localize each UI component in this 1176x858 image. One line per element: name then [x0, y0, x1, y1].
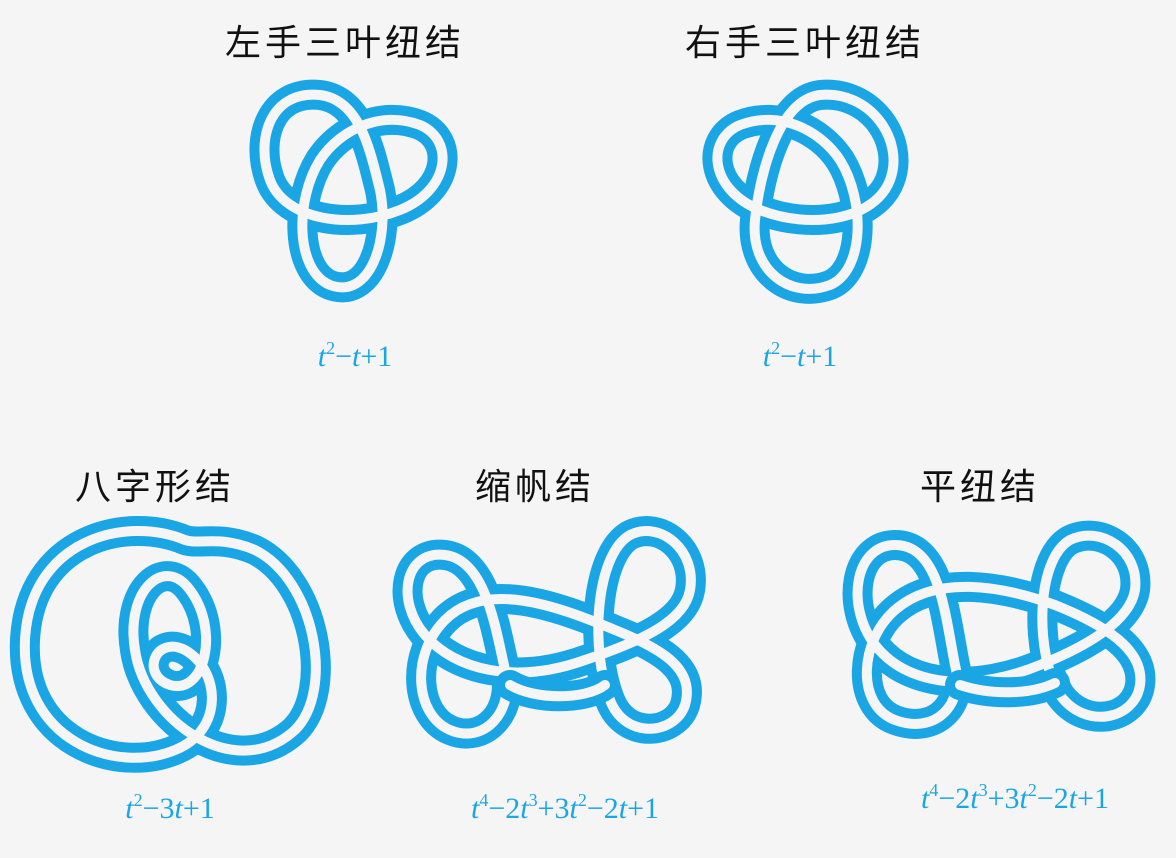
knot-title-square: 平纽结 — [919, 467, 1040, 508]
coefficient: +1 — [360, 340, 393, 373]
left-trefoil-knot — [249, 79, 458, 303]
exponent: 2 — [771, 338, 781, 358]
coefficient: −2 — [938, 782, 971, 815]
polynomial-square: t4−2t3+3t2−2t+1 — [875, 780, 1155, 816]
exponent: 2 — [326, 338, 336, 358]
exponent: 3 — [528, 790, 538, 810]
coefficient: −2 — [586, 792, 619, 825]
right-trefoil-knot — [702, 79, 909, 304]
coefficient: +1 — [805, 340, 838, 373]
variable-t: t — [174, 792, 183, 825]
figure-eight-knot — [9, 515, 331, 773]
exponent: 4 — [479, 790, 489, 810]
variable-t: t — [520, 792, 529, 825]
coefficient: +3 — [537, 792, 570, 825]
variable-t: t — [797, 340, 806, 373]
coefficient: +1 — [1077, 782, 1110, 815]
variable-t: t — [125, 792, 134, 825]
variable-t: t — [920, 782, 930, 815]
coefficient: +3 — [987, 782, 1020, 815]
coefficient: +1 — [627, 792, 660, 825]
variable-t: t — [470, 792, 480, 825]
exponent: 4 — [929, 780, 939, 800]
coefficient: − — [780, 340, 797, 373]
variable-t: t — [317, 340, 327, 373]
knot-title-right-trefoil: 右手三叶纽结 — [684, 23, 925, 64]
coefficient: −3 — [142, 792, 175, 825]
square-knot — [842, 520, 1156, 739]
knot-title-left-trefoil: 左手三叶纽结 — [224, 23, 465, 64]
variable-t: t — [762, 340, 772, 373]
exponent: 2 — [1027, 780, 1037, 800]
variable-t: t — [618, 792, 628, 825]
variable-t: t — [352, 340, 361, 373]
coefficient: +1 — [182, 792, 215, 825]
variable-t: t — [1019, 782, 1028, 815]
variable-t: t — [1068, 782, 1078, 815]
coefficient: −2 — [1036, 782, 1069, 815]
polynomial-left-trefoil: t2−t+1 — [250, 338, 460, 374]
exponent: 3 — [978, 780, 988, 800]
polynomial-granny: t4−2t3+3t2−2t+1 — [425, 790, 705, 826]
variable-t: t — [569, 792, 578, 825]
granny-knot — [392, 516, 706, 749]
polynomial-right-trefoil: t2−t+1 — [695, 338, 905, 374]
coefficient: − — [335, 340, 352, 373]
exponent: 2 — [133, 790, 143, 810]
knot-title-figure-eight: 八字形结 — [74, 467, 235, 508]
variable-t: t — [970, 782, 979, 815]
polynomial-figure-eight: t2−3t+1 — [60, 790, 280, 826]
coefficient: −2 — [488, 792, 521, 825]
exponent: 2 — [577, 790, 587, 810]
knot-title-granny: 缩帆结 — [474, 467, 595, 508]
